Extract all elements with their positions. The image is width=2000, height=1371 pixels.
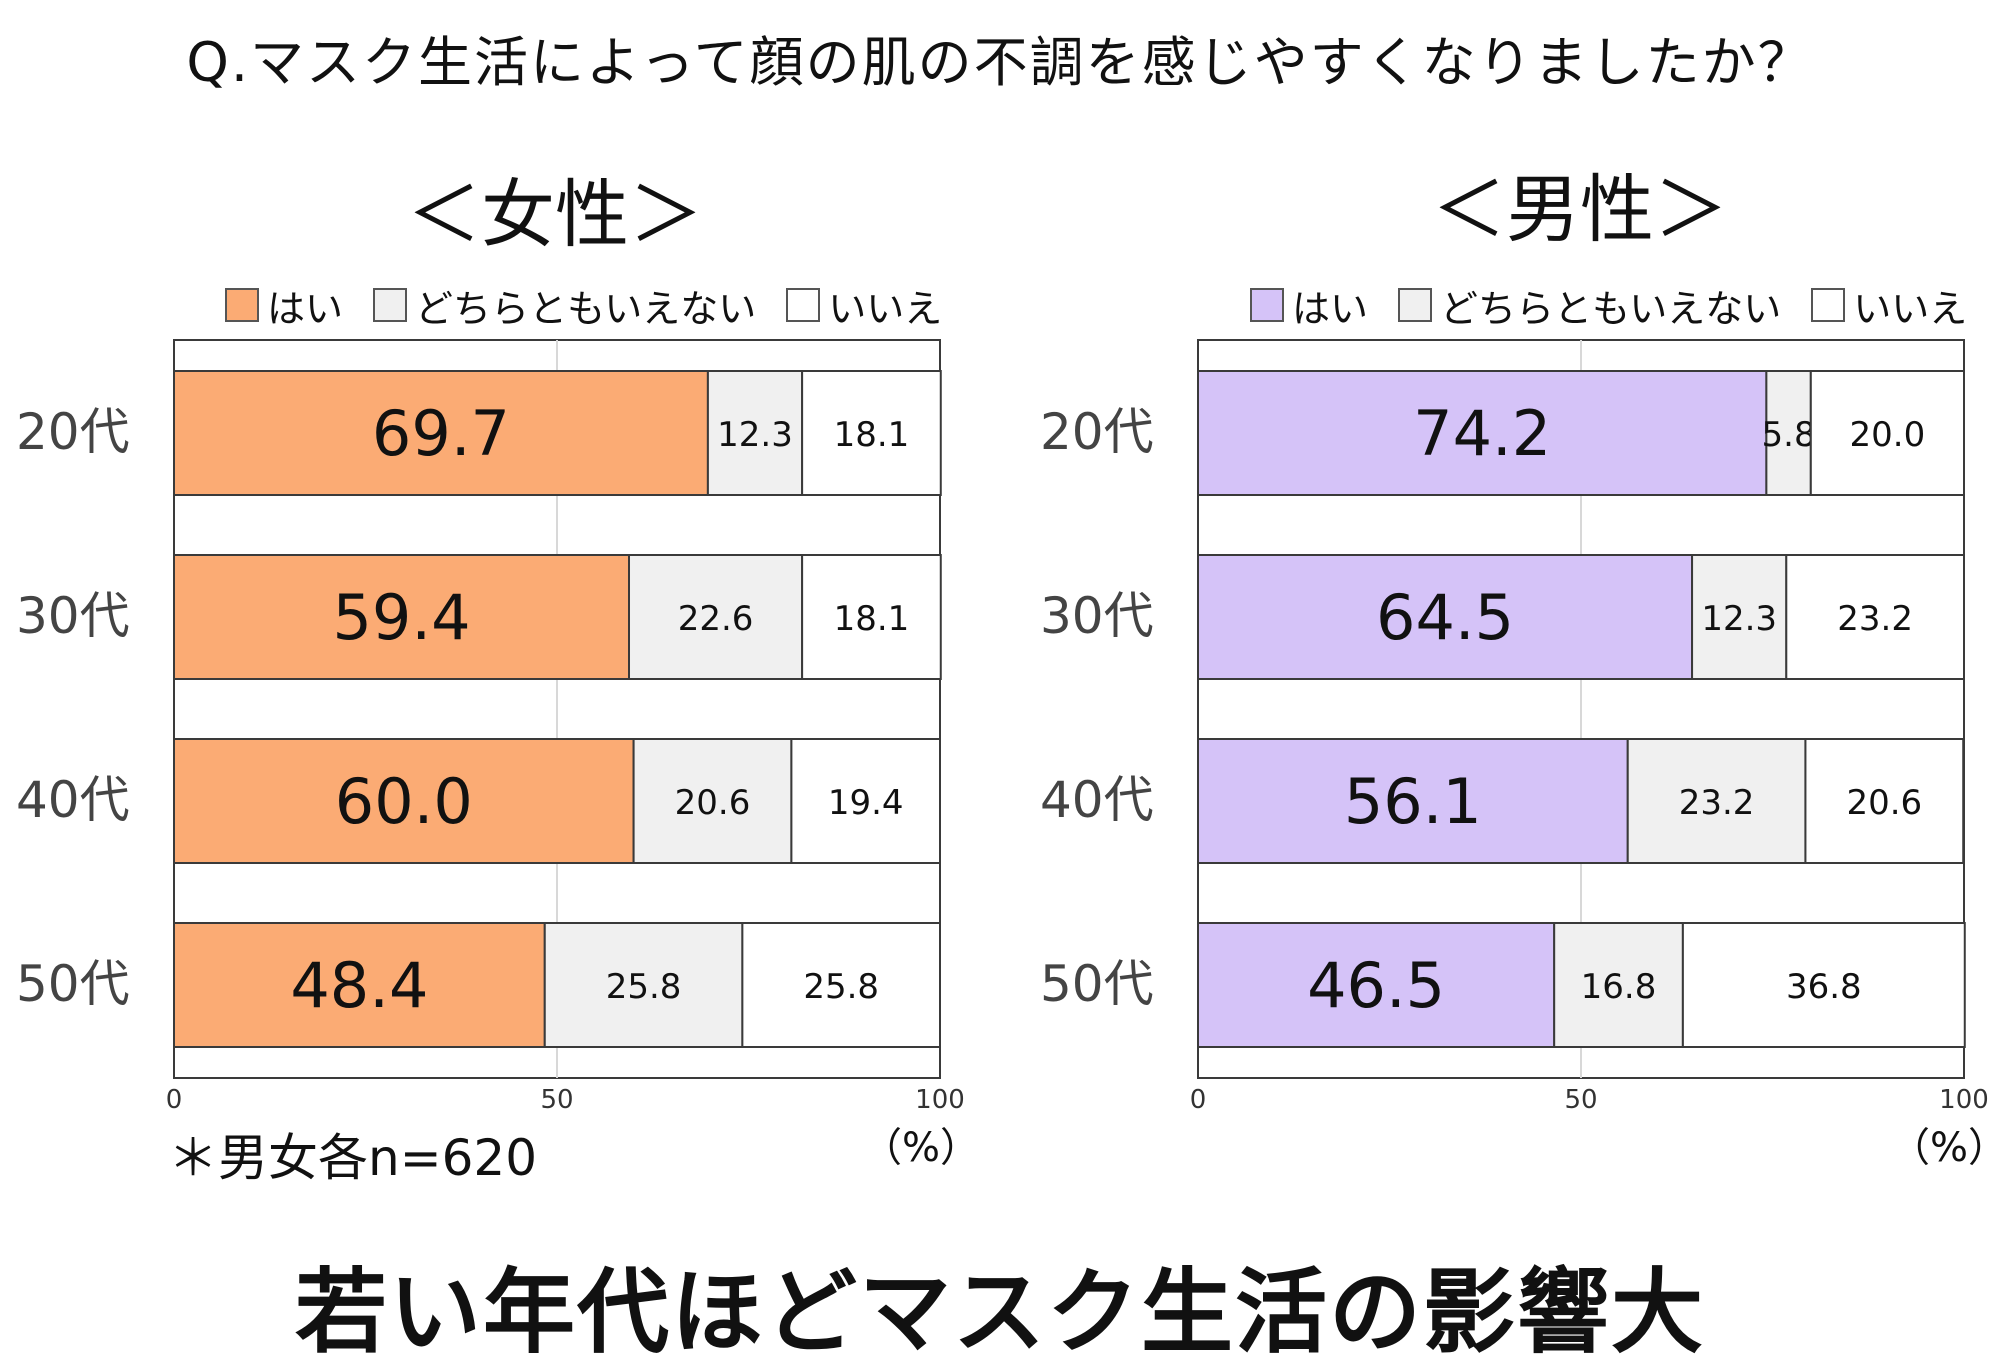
legend-item-yes: はい (1250, 278, 1368, 333)
legend-label-no: いいえ (1853, 286, 1968, 331)
male-bar-yes (1197, 554, 1694, 680)
female-bar-yes (173, 738, 635, 864)
male-unit-label: （%） (1890, 1125, 2000, 1171)
female-bar-no (741, 922, 942, 1048)
male-data-label: 20.6 (1846, 783, 1922, 823)
female-unit-label: （%） (862, 1125, 981, 1171)
female-bar-no (801, 370, 942, 496)
female-data-label: 22.6 (678, 599, 754, 639)
female-data-label: 20.6 (675, 783, 751, 823)
female-data-label: 60.0 (335, 765, 473, 838)
legend-item-neutral: どちらともいえない (1398, 278, 1781, 333)
male-bar-no (1681, 922, 1966, 1048)
male-bar-neutral (1626, 738, 1807, 864)
male-bar-neutral (1691, 554, 1788, 680)
female-data-label: 18.1 (834, 599, 910, 639)
male-data-label: 23.2 (1679, 783, 1755, 823)
male-bar-yes (1197, 922, 1556, 1048)
male-data-label: 46.5 (1307, 949, 1445, 1022)
female-data-label: 69.7 (372, 397, 510, 470)
male-x-tick-label: 0 (1190, 1085, 1207, 1115)
female-legend: はい どちらともいえない いいえ (225, 278, 972, 333)
female-x-tick-label: 100 (915, 1085, 965, 1115)
male-x-tick-label: 50 (1564, 1085, 1597, 1115)
male-category-label: 30代 (1040, 587, 1154, 645)
legend-swatch-neutral (373, 288, 408, 322)
question-title: Q.マスク生活によって顔の肌の不調を感じやすくなりましたか？ (186, 31, 1814, 94)
female-category-label: 30代 (16, 587, 130, 645)
female-bar-neutral (632, 738, 793, 864)
male-panel-title: ＜男性＞ (1432, 167, 1728, 253)
male-bar-no (1785, 554, 1965, 680)
female-data-label: 25.8 (606, 967, 682, 1007)
female-bar-no (801, 554, 942, 680)
female-bar-neutral (706, 370, 804, 496)
male-data-label: 5.8 (1762, 415, 1816, 455)
male-bar-no (1809, 370, 1966, 496)
female-data-label: 19.4 (828, 783, 904, 823)
male-data-label: 36.8 (1786, 967, 1862, 1007)
male-category-label: 50代 (1040, 955, 1154, 1013)
male-bar-no (1804, 738, 1965, 864)
male-data-label: 20.0 (1850, 415, 1926, 455)
male-data-label: 23.2 (1837, 599, 1913, 639)
female-bar-neutral (628, 554, 804, 680)
female-data-label: 48.4 (290, 949, 428, 1022)
legend-label-no: いいえ (828, 286, 943, 331)
sample-size-note: ＊男女各n=620 (168, 1129, 538, 1187)
female-category-label: 20代 (16, 403, 130, 461)
female-bar-no (790, 738, 941, 864)
female-x-tick-label: 0 (166, 1085, 183, 1115)
legend-item-neutral: どちらともいえない (373, 278, 756, 333)
female-category-label: 40代 (16, 771, 130, 829)
legend-label-neutral: どちらともいえない (1440, 286, 1782, 331)
female-panel-title: ＜女性＞ (407, 172, 703, 258)
legend-swatch-no (786, 288, 821, 322)
legend-item-yes: はい (225, 278, 343, 333)
male-x-tick-label: 100 (1939, 1085, 1989, 1115)
male-bar-neutral (1765, 370, 1812, 496)
male-category-label: 20代 (1040, 403, 1154, 461)
legend-item-no: いいえ (786, 278, 942, 333)
legend-swatch-neutral (1398, 288, 1433, 322)
legend-label-yes: はい (267, 286, 344, 331)
male-data-label: 74.2 (1413, 397, 1551, 470)
female-category-label: 50代 (16, 955, 130, 1013)
female-data-label: 18.1 (834, 415, 910, 455)
male-category-label: 40代 (1040, 771, 1154, 829)
legend-item-no: いいえ (1811, 278, 1967, 333)
female-x-tick-label: 50 (540, 1085, 573, 1115)
legend-label-neutral: どちらともいえない (415, 286, 757, 331)
female-bar-yes (173, 554, 631, 680)
conclusion-headline: 若い年代ほどマスク生活の影響大 (294, 1259, 1705, 1366)
male-data-label: 12.3 (1701, 599, 1777, 639)
legend-swatch-yes (225, 288, 259, 322)
female-data-label: 12.3 (717, 415, 793, 455)
male-data-label: 56.1 (1344, 765, 1482, 838)
male-bar-yes (1197, 738, 1629, 864)
male-legend: はい どちらともいえない いいえ (1250, 278, 1997, 333)
male-bar-yes (1197, 370, 1768, 496)
female-data-label: 59.4 (332, 581, 470, 654)
legend-label-yes: はい (1292, 286, 1369, 331)
male-data-label: 64.5 (1376, 581, 1514, 654)
female-bar-yes (173, 370, 709, 496)
male-data-label: 16.8 (1581, 967, 1657, 1007)
legend-swatch-yes (1250, 288, 1284, 322)
female-bar-neutral (543, 922, 744, 1048)
female-data-label: 25.8 (803, 967, 879, 1007)
legend-swatch-no (1811, 288, 1846, 322)
